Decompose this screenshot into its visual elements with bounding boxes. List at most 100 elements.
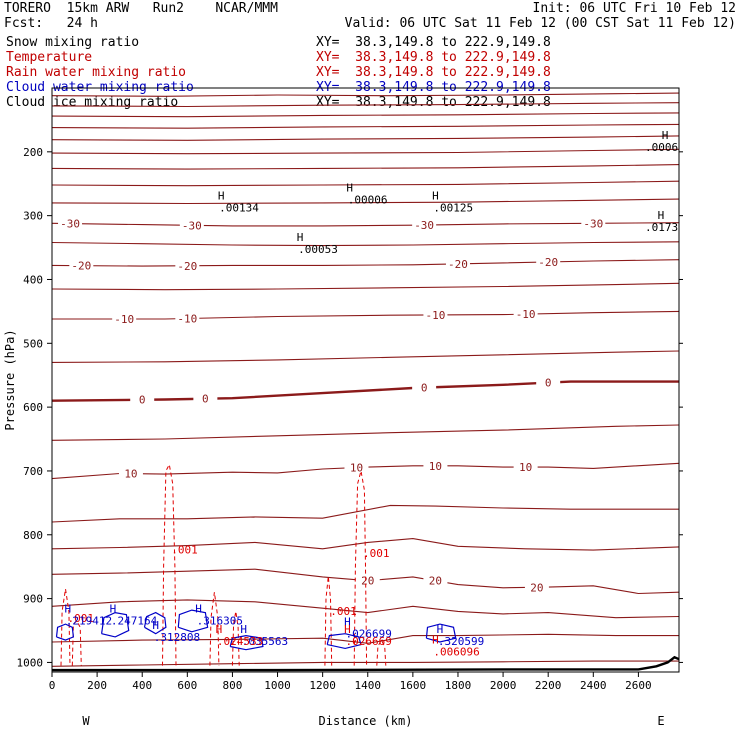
- x-tick-label: 200: [87, 679, 107, 692]
- x-tick-label: 1600: [400, 679, 427, 692]
- y-tick-label: 300: [23, 210, 43, 223]
- isotherm-label-bg: [179, 219, 204, 232]
- h-marker: H: [437, 623, 444, 636]
- h-marker-value: .024533: [217, 635, 263, 648]
- h-marker-value: .026669: [345, 635, 391, 648]
- y-tick-label: 700: [23, 465, 43, 478]
- x-tick-label: 800: [222, 679, 242, 692]
- isotherm-line: [51, 282, 680, 291]
- x-tick-label: 2200: [535, 679, 562, 692]
- rain-contour: [324, 576, 333, 666]
- isotherm-label: -20: [71, 260, 91, 273]
- h-marker: H: [658, 209, 665, 222]
- isotherm-label: -10: [114, 313, 134, 326]
- x-tick-label: 600: [177, 679, 197, 692]
- x-axis-label: Distance (km): [319, 714, 413, 728]
- isotherm-label: -30: [583, 217, 603, 230]
- rain-contour: [71, 620, 82, 666]
- h-marker: H: [346, 181, 353, 194]
- isotherm-label: 10: [124, 468, 137, 481]
- h-marker: H: [432, 190, 439, 203]
- isotherm-line: [51, 222, 680, 227]
- h-marker-value: .0006: [645, 141, 678, 154]
- isotherm-label-bg: [193, 392, 218, 405]
- valid-time: Valid: 06 UTC Sat 11 Feb 12 (00 CST Sat …: [344, 16, 736, 31]
- plot-frame: [51, 87, 680, 673]
- isotherm-label-bg: [175, 312, 200, 325]
- isotherm-line: [51, 504, 679, 523]
- isotherm-line: [51, 123, 680, 129]
- cloud-water-contour: [326, 633, 362, 650]
- field-xy-snow: XY= 38.3,149.8 to 222.9,149.8: [316, 35, 551, 50]
- x-tick-label: 2600: [625, 679, 652, 692]
- field-xy-cloud-ice: XY= 38.3,149.8 to 222.9,149.8: [316, 95, 551, 110]
- isotherm-label-bg: [69, 259, 94, 272]
- isotherm-line: [51, 538, 680, 551]
- left-endpoint-label: W: [82, 714, 90, 728]
- rain-contour-label: .001: [330, 605, 357, 618]
- isotherm-label-bg: [412, 219, 437, 232]
- h-marker-value: .316305: [197, 615, 243, 628]
- isotherm-line: [52, 310, 680, 320]
- isotherm-label-bg: [513, 461, 538, 474]
- rain-contour: [162, 463, 177, 666]
- h-marker-value: .320599: [438, 635, 484, 648]
- isotherm-label-bg: [513, 308, 538, 321]
- h-marker-value: .006096: [433, 645, 479, 658]
- isotherm-line: [51, 164, 680, 170]
- h-marker-value: .035563: [242, 635, 288, 648]
- h-marker-value: .026699: [345, 627, 391, 640]
- isotherm-label-bg: [130, 393, 155, 406]
- isotherm-label-bg: [445, 257, 470, 270]
- y-tick-label: 200: [23, 146, 43, 159]
- isotherm-line: [51, 424, 680, 441]
- h-marker: H: [195, 603, 202, 616]
- isotherm-line: [51, 135, 680, 141]
- isotherm-label: -20: [448, 258, 468, 271]
- right-endpoint-label: E: [657, 714, 664, 728]
- isotherm-label-bg: [344, 461, 369, 474]
- isotherm-label: -30: [60, 218, 80, 231]
- rain-contour-label: .001: [171, 544, 198, 557]
- y-tick-label: 1000: [17, 656, 44, 669]
- rain-contour: [353, 470, 368, 666]
- h-marker-value: .00134: [219, 202, 259, 215]
- x-tick-label: 0: [49, 679, 56, 692]
- h-marker: H: [64, 603, 71, 616]
- y-tick-label: 800: [23, 529, 43, 542]
- isotherm-label: -30: [414, 219, 434, 232]
- isotherm-label-bg: [355, 574, 380, 587]
- rain-contour-label: .001: [363, 547, 390, 560]
- isotherm-label-bg: [112, 313, 137, 326]
- isotherm-label: 10: [519, 461, 532, 474]
- cloud-water-contour: [177, 609, 209, 633]
- cloud-water-contour: [55, 623, 75, 641]
- h-marker: H: [297, 231, 304, 244]
- x-tick-label: 1000: [264, 679, 291, 692]
- cloud-water-contour: [143, 611, 167, 635]
- isotherm-line: [51, 568, 680, 595]
- h-marker: H: [152, 619, 159, 632]
- isotherm-label: -10: [177, 313, 197, 326]
- isotherm-line: [51, 148, 680, 155]
- isotherm-label: -20: [538, 256, 558, 269]
- isotherm-label: -30: [182, 219, 202, 232]
- isotherm-line: [51, 92, 680, 97]
- isotherm-label: -10: [425, 309, 445, 322]
- isotherm-line: [51, 633, 679, 644]
- field-name-rain: Rain water mixing ratio: [6, 65, 187, 80]
- x-tick-label: 1200: [309, 679, 336, 692]
- isotherm-label: -10: [516, 308, 536, 321]
- h-marker: H: [344, 615, 351, 628]
- isotherm-label: 10: [429, 460, 442, 473]
- x-tick-label: 400: [132, 679, 152, 692]
- isotherm-line: [51, 259, 680, 267]
- h-marker: H: [432, 633, 439, 646]
- isotherm-label-bg: [423, 459, 448, 472]
- isotherm-line: [51, 241, 680, 247]
- rain-contour: [209, 592, 220, 666]
- h-marker-value: .219412: [66, 615, 112, 628]
- isotherm-label: -20: [177, 260, 197, 273]
- isotherm-label-bg: [423, 574, 448, 587]
- field-xy-temperature: XY= 38.3,149.8 to 222.9,149.8: [316, 50, 551, 65]
